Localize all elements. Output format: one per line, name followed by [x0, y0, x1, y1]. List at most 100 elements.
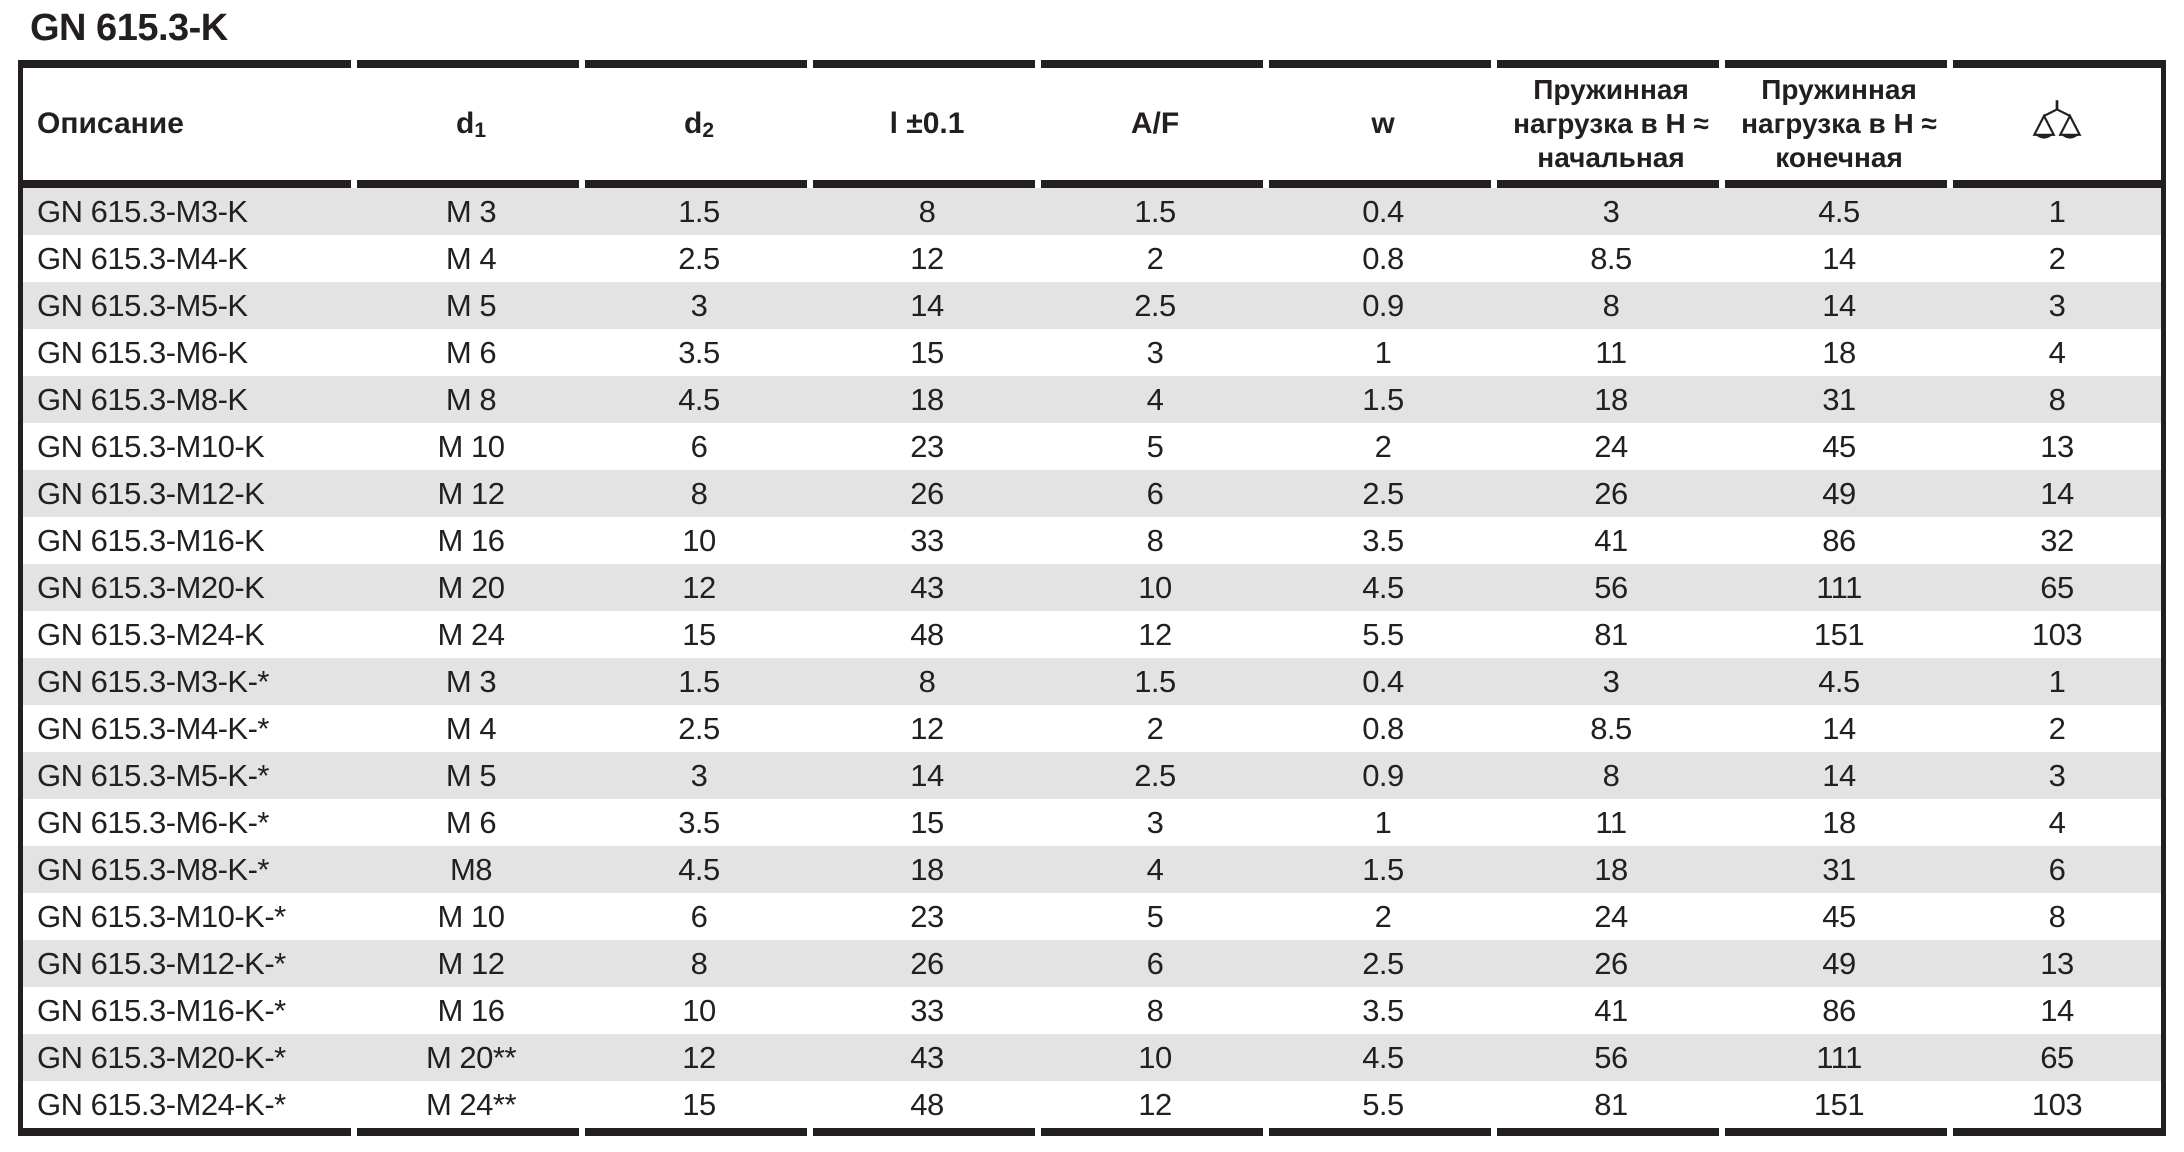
- cell-spring-initial: 8: [1602, 757, 1620, 793]
- border-segment: [1269, 60, 1497, 68]
- cell-w: 1: [1374, 334, 1392, 370]
- cell-spring-final: 86: [1822, 992, 1856, 1028]
- cell-d1: M 24: [437, 616, 505, 652]
- cell-d2: 2.5: [678, 710, 720, 746]
- cell-w: 4.5: [1362, 569, 1404, 605]
- cell-af: 10: [1138, 1039, 1172, 1075]
- cell-d2: 12: [682, 569, 716, 605]
- cell-af: 5: [1146, 428, 1164, 464]
- border-segment: [1497, 60, 1725, 68]
- cell-d1: M 3: [445, 193, 497, 229]
- cell-l: 33: [910, 992, 944, 1028]
- cell-d1: M 8: [445, 381, 497, 417]
- cell-spring-initial: 8: [1602, 287, 1620, 323]
- cell-af: 12: [1138, 1086, 1172, 1122]
- cell-weight: 8: [2048, 898, 2066, 934]
- cell-d2: 1.5: [678, 193, 720, 229]
- cell-d2: 3.5: [678, 334, 720, 370]
- cell-d2: 1.5: [678, 663, 720, 699]
- cell-d1: M 4: [445, 710, 497, 746]
- cell-description: GN 615.3-M12-K-*: [37, 945, 286, 981]
- table-row: GN 615.3-M10-K-* M 10 6 23 5 2 24 45 8: [23, 893, 2161, 940]
- cell-description: GN 615.3-M3-K: [37, 193, 248, 229]
- cell-description: GN 615.3-M4-K-*: [37, 710, 269, 746]
- cell-description: GN 615.3-M10-K-*: [37, 898, 286, 934]
- cell-d2: 3.5: [678, 804, 720, 840]
- cell-weight: 13: [2040, 428, 2074, 464]
- cell-d1: M 6: [445, 804, 497, 840]
- cell-description: GN 615.3-M24-K: [37, 616, 265, 652]
- table-border-bottom: [23, 1128, 2161, 1136]
- column-header-d1: d1: [455, 107, 486, 142]
- cell-d1: M8: [449, 851, 493, 887]
- border-segment: [1041, 180, 1269, 188]
- cell-spring-final: 49: [1822, 475, 1856, 511]
- cell-spring-initial: 8.5: [1590, 710, 1632, 746]
- cell-d2: 8: [690, 475, 708, 511]
- cell-spring-initial: 11: [1595, 804, 1627, 840]
- cell-d1: M 10: [437, 898, 505, 934]
- border-segment: [1725, 1128, 1953, 1136]
- cell-d1: M 6: [445, 334, 497, 370]
- cell-l: 12: [910, 240, 944, 276]
- cell-w: 1: [1374, 804, 1392, 840]
- border-segment: [1497, 1128, 1725, 1136]
- cell-l: 8: [918, 193, 936, 229]
- column-header-weight: [1953, 99, 2161, 149]
- table-row: GN 615.3-M10-K M 10 6 23 5 2 24 45 13: [23, 423, 2161, 470]
- cell-d1: M 10: [437, 428, 505, 464]
- column-header-spring-load-final: Пружинная нагрузка в Н ≈ конечная: [1741, 74, 1937, 173]
- cell-w: 1.5: [1362, 381, 1404, 417]
- cell-d2: 15: [682, 1086, 716, 1122]
- cell-af: 12: [1138, 616, 1172, 652]
- cell-description: GN 615.3-M16-K-*: [37, 992, 286, 1028]
- cell-spring-initial: 24: [1594, 898, 1628, 934]
- scale-icon: [2032, 100, 2082, 139]
- cell-d2: 3: [690, 757, 708, 793]
- table-header-row: Описание d1 d2 l ±0.1 A/F w Пружинная на…: [23, 68, 2161, 180]
- cell-d1: M 20: [437, 569, 505, 605]
- cell-d2: 10: [682, 522, 716, 558]
- table-row: GN 615.3-M3-K M 3 1.5 8 1.5 0.4 3 4.5 1: [23, 188, 2161, 235]
- table-row: GN 615.3-M6-K M 6 3.5 15 3 1 11 18 4: [23, 329, 2161, 376]
- cell-d2: 4.5: [678, 381, 720, 417]
- table-row: GN 615.3-M6-K-* M 6 3.5 15 3 1 11 18 4: [23, 799, 2161, 846]
- cell-description: GN 615.3-M10-K: [37, 428, 265, 464]
- cell-w: 0.9: [1362, 757, 1404, 793]
- column-header-spring-load-initial: Пружинная нагрузка в Н ≈ начальная: [1513, 74, 1709, 173]
- cell-spring-initial: 26: [1594, 945, 1628, 981]
- cell-af: 2: [1146, 240, 1164, 276]
- cell-d1: M 24**: [425, 1086, 517, 1122]
- border-segment: [1953, 1128, 2161, 1136]
- cell-l: 18: [910, 381, 944, 417]
- cell-d2: 8: [690, 945, 708, 981]
- cell-d2: 12: [682, 1039, 716, 1075]
- cell-w: 0.4: [1362, 193, 1404, 229]
- cell-af: 8: [1146, 992, 1164, 1028]
- cell-d1: M 5: [445, 757, 497, 793]
- table-row: GN 615.3-M4-K-* M 4 2.5 12 2 0.8 8.5 14 2: [23, 705, 2161, 752]
- table-row: GN 615.3-M16-K-* M 16 10 33 8 3.5 41 86 14: [23, 987, 2161, 1034]
- border-segment: [1041, 60, 1269, 68]
- cell-spring-initial: 81: [1594, 616, 1628, 652]
- cell-weight: 14: [2040, 475, 2074, 511]
- data-table: Описание d1 d2 l ±0.1 A/F w Пружинная на…: [18, 60, 2166, 1136]
- cell-weight: 65: [2040, 569, 2074, 605]
- column-header-l: l ±0.1: [889, 107, 965, 140]
- cell-weight: 4: [2048, 334, 2066, 370]
- border-segment: [813, 60, 1041, 68]
- border-segment: [1953, 60, 2161, 68]
- cell-d2: 2.5: [678, 240, 720, 276]
- cell-description: GN 615.3-M3-K-*: [37, 663, 269, 699]
- cell-spring-final: 14: [1822, 757, 1856, 793]
- cell-w: 3.5: [1362, 992, 1404, 1028]
- table-row: GN 615.3-M8-K-* M8 4.5 18 4 1.5 18 31 6: [23, 846, 2161, 893]
- cell-spring-initial: 3: [1602, 663, 1620, 699]
- cell-d2: 4.5: [678, 851, 720, 887]
- cell-spring-final: 18: [1822, 334, 1856, 370]
- table-row: GN 615.3-M3-K-* M 3 1.5 8 1.5 0.4 3 4.5 1: [23, 658, 2161, 705]
- cell-spring-final: 18: [1822, 804, 1856, 840]
- cell-spring-initial: 24: [1594, 428, 1628, 464]
- cell-spring-final: 49: [1822, 945, 1856, 981]
- cell-l: 15: [910, 804, 944, 840]
